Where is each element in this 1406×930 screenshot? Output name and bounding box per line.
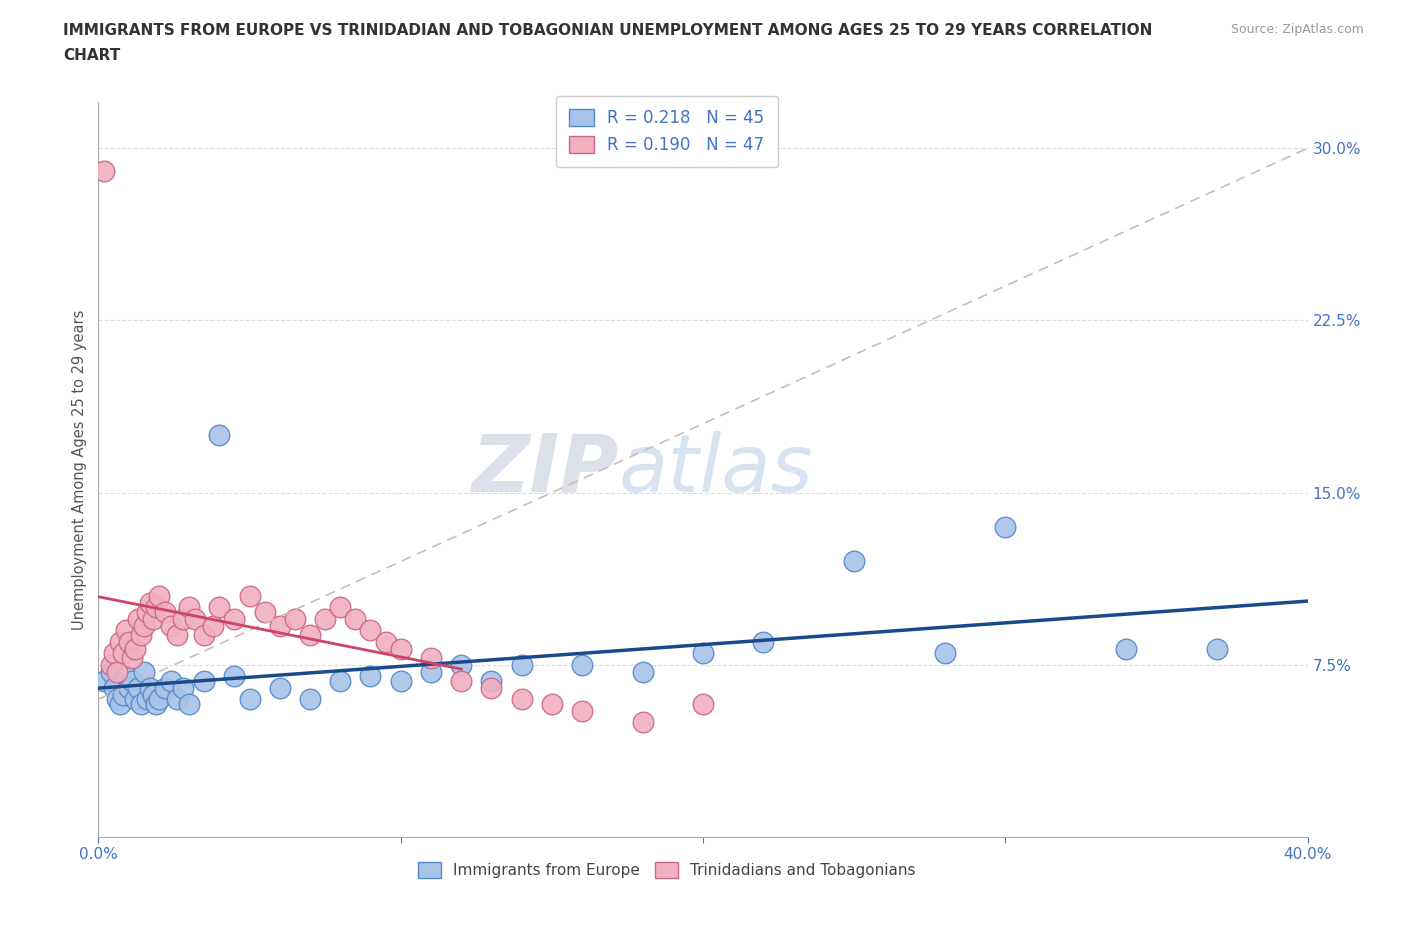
Point [450, 673, 472, 688]
Text: atlas: atlas [619, 431, 813, 509]
Point [224, 669, 246, 684]
Point [239, 692, 262, 707]
Point [105, 664, 128, 679]
Point [631, 715, 654, 730]
Point [389, 642, 412, 657]
Point [129, 697, 152, 711]
Point [114, 623, 136, 638]
Point [114, 669, 136, 684]
Point [208, 600, 231, 615]
Point [148, 589, 170, 604]
Point [269, 618, 291, 633]
Point [360, 669, 382, 684]
Point [269, 681, 291, 696]
Point [571, 703, 593, 718]
Text: IMMIGRANTS FROM EUROPE VS TRINIDADIAN AND TOBAGONIAN UNEMPLOYMENT AMONG AGES 25 : IMMIGRANTS FROM EUROPE VS TRINIDADIAN AN… [63, 23, 1153, 38]
Text: Source: ZipAtlas.com: Source: ZipAtlas.com [1230, 23, 1364, 36]
Point [1206, 642, 1229, 657]
Point [127, 681, 149, 696]
Point [284, 611, 307, 626]
Point [450, 658, 472, 672]
Point [540, 697, 562, 711]
Point [299, 628, 322, 643]
Point [179, 600, 201, 615]
Point [135, 692, 157, 707]
Point [360, 623, 382, 638]
Point [118, 681, 141, 696]
Point [329, 673, 352, 688]
Point [142, 687, 165, 702]
Text: ZIP: ZIP [471, 431, 619, 509]
Point [108, 697, 131, 711]
Point [132, 618, 155, 633]
Point [124, 642, 146, 657]
Point [420, 650, 443, 665]
Point [108, 634, 131, 649]
Point [202, 618, 225, 633]
Y-axis label: Unemployment Among Ages 25 to 29 years: Unemployment Among Ages 25 to 29 years [72, 310, 87, 630]
Point [135, 604, 157, 619]
Point [148, 692, 170, 707]
Point [105, 692, 128, 707]
Point [100, 664, 122, 679]
Point [1115, 642, 1137, 657]
Point [172, 611, 194, 626]
Point [166, 628, 188, 643]
Point [420, 664, 443, 679]
Point [111, 646, 134, 661]
Point [100, 658, 122, 672]
Point [844, 554, 866, 569]
Point [139, 681, 162, 696]
Point [172, 681, 194, 696]
Point [481, 673, 503, 688]
Point [510, 692, 533, 707]
Point [121, 673, 143, 688]
Point [132, 664, 155, 679]
Point [510, 658, 533, 672]
Point [692, 697, 714, 711]
Point [752, 634, 775, 649]
Point [121, 650, 143, 665]
Point [160, 618, 183, 633]
Legend: Immigrants from Europe, Trinidadians and Tobagonians: Immigrants from Europe, Trinidadians and… [412, 857, 922, 884]
Point [994, 520, 1017, 535]
Point [111, 687, 134, 702]
Point [239, 589, 262, 604]
Point [142, 611, 165, 626]
Point [118, 634, 141, 649]
Point [374, 634, 396, 649]
Point [344, 611, 367, 626]
Point [103, 646, 125, 661]
Point [153, 604, 176, 619]
Point [389, 673, 412, 688]
Point [160, 673, 183, 688]
Point [631, 664, 654, 679]
Point [571, 658, 593, 672]
Point [208, 428, 231, 443]
Point [127, 611, 149, 626]
Point [93, 673, 115, 688]
Point [145, 600, 167, 615]
Point [124, 692, 146, 707]
Point [129, 628, 152, 643]
Point [184, 611, 207, 626]
Point [153, 681, 176, 696]
Point [934, 646, 956, 661]
Point [103, 681, 125, 696]
Point [253, 604, 276, 619]
Point [193, 673, 215, 688]
Point [224, 611, 246, 626]
Point [329, 600, 352, 615]
Point [481, 681, 503, 696]
Point [314, 611, 336, 626]
Point [299, 692, 322, 707]
Point [145, 697, 167, 711]
Point [179, 697, 201, 711]
Text: CHART: CHART [63, 48, 121, 63]
Point [93, 164, 115, 179]
Point [139, 595, 162, 610]
Point [193, 628, 215, 643]
Point [166, 692, 188, 707]
Point [692, 646, 714, 661]
